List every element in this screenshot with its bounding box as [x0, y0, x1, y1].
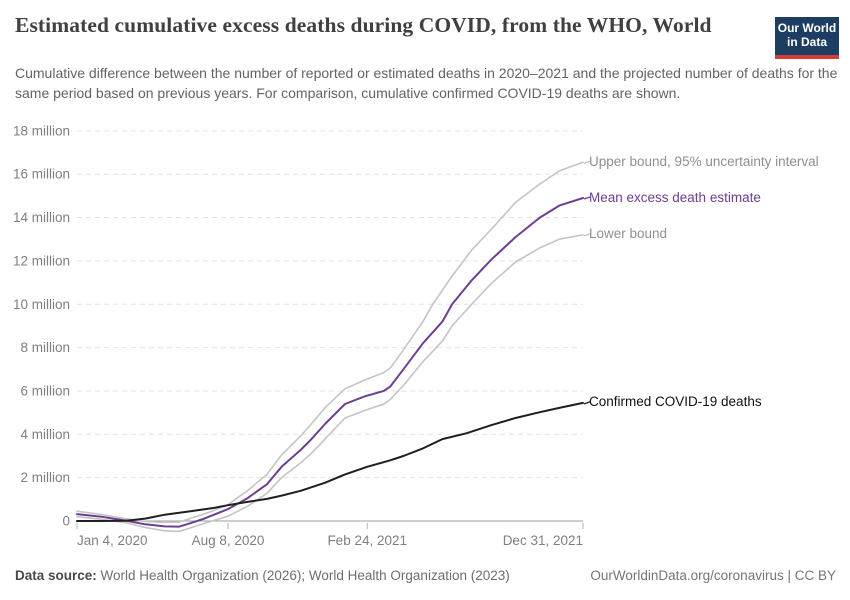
label-connector — [583, 160, 591, 164]
owid-logo[interactable]: Our World in Data — [775, 17, 839, 59]
series-label-confirmed-deaths: Confirmed COVID-19 deaths — [589, 394, 762, 410]
y-axis-tick-label: 10 million — [13, 297, 70, 312]
y-axis-tick-label: 14 million — [13, 210, 70, 225]
label-connector — [583, 233, 591, 237]
credit-link[interactable]: OurWorldinData.org/coronavirus — [590, 568, 784, 583]
series-line-2 — [76, 234, 584, 533]
owid-logo-line2: in Data — [786, 35, 827, 49]
y-axis-tick-label: 0 — [62, 514, 70, 529]
credit-note: OurWorldinData.org/coronavirus | CC BY — [590, 568, 836, 583]
series-line-1 — [76, 197, 584, 528]
data-source-note: Data source: World Health Organization (… — [15, 568, 510, 583]
y-axis-tick-label: 8 million — [20, 340, 70, 355]
chart-subtitle: Cumulative difference between the number… — [15, 65, 838, 102]
page-title: Estimated cumulative excess deaths durin… — [15, 13, 712, 37]
data-source-label: Data source: — [15, 568, 97, 583]
x-axis-tick-label: Dec 31, 2021 — [503, 533, 583, 548]
series-label-upper-bound: Upper bound, 95% uncertainty interval — [589, 153, 819, 169]
owid-logo-line1: Our World — [777, 21, 837, 36]
series-label-lower-bound: Lower bound — [589, 226, 668, 242]
x-axis-tick-label: Feb 24, 2021 — [327, 533, 407, 548]
series-line-0 — [76, 161, 584, 524]
credit-suffix: | CC BY — [783, 568, 836, 583]
y-axis-tick-label: 2 million — [20, 470, 70, 485]
y-axis-tick-label: 6 million — [20, 383, 70, 398]
y-axis-tick-label: 16 million — [13, 167, 70, 182]
series-line-3 — [76, 401, 584, 522]
x-axis-tick-label: Jan 4, 2020 — [77, 533, 148, 548]
x-axis-tick-label: Aug 8, 2020 — [192, 533, 265, 548]
label-connector — [583, 401, 591, 405]
series-label-mean-estimate: Mean excess death estimate — [589, 189, 761, 205]
data-source-text: World Health Organization (2026); World … — [96, 568, 510, 583]
y-axis-tick-label: 12 million — [13, 253, 70, 268]
y-axis-tick-label: 4 million — [20, 427, 70, 442]
y-axis-tick-label: 18 million — [13, 123, 70, 138]
label-connector — [583, 196, 591, 200]
